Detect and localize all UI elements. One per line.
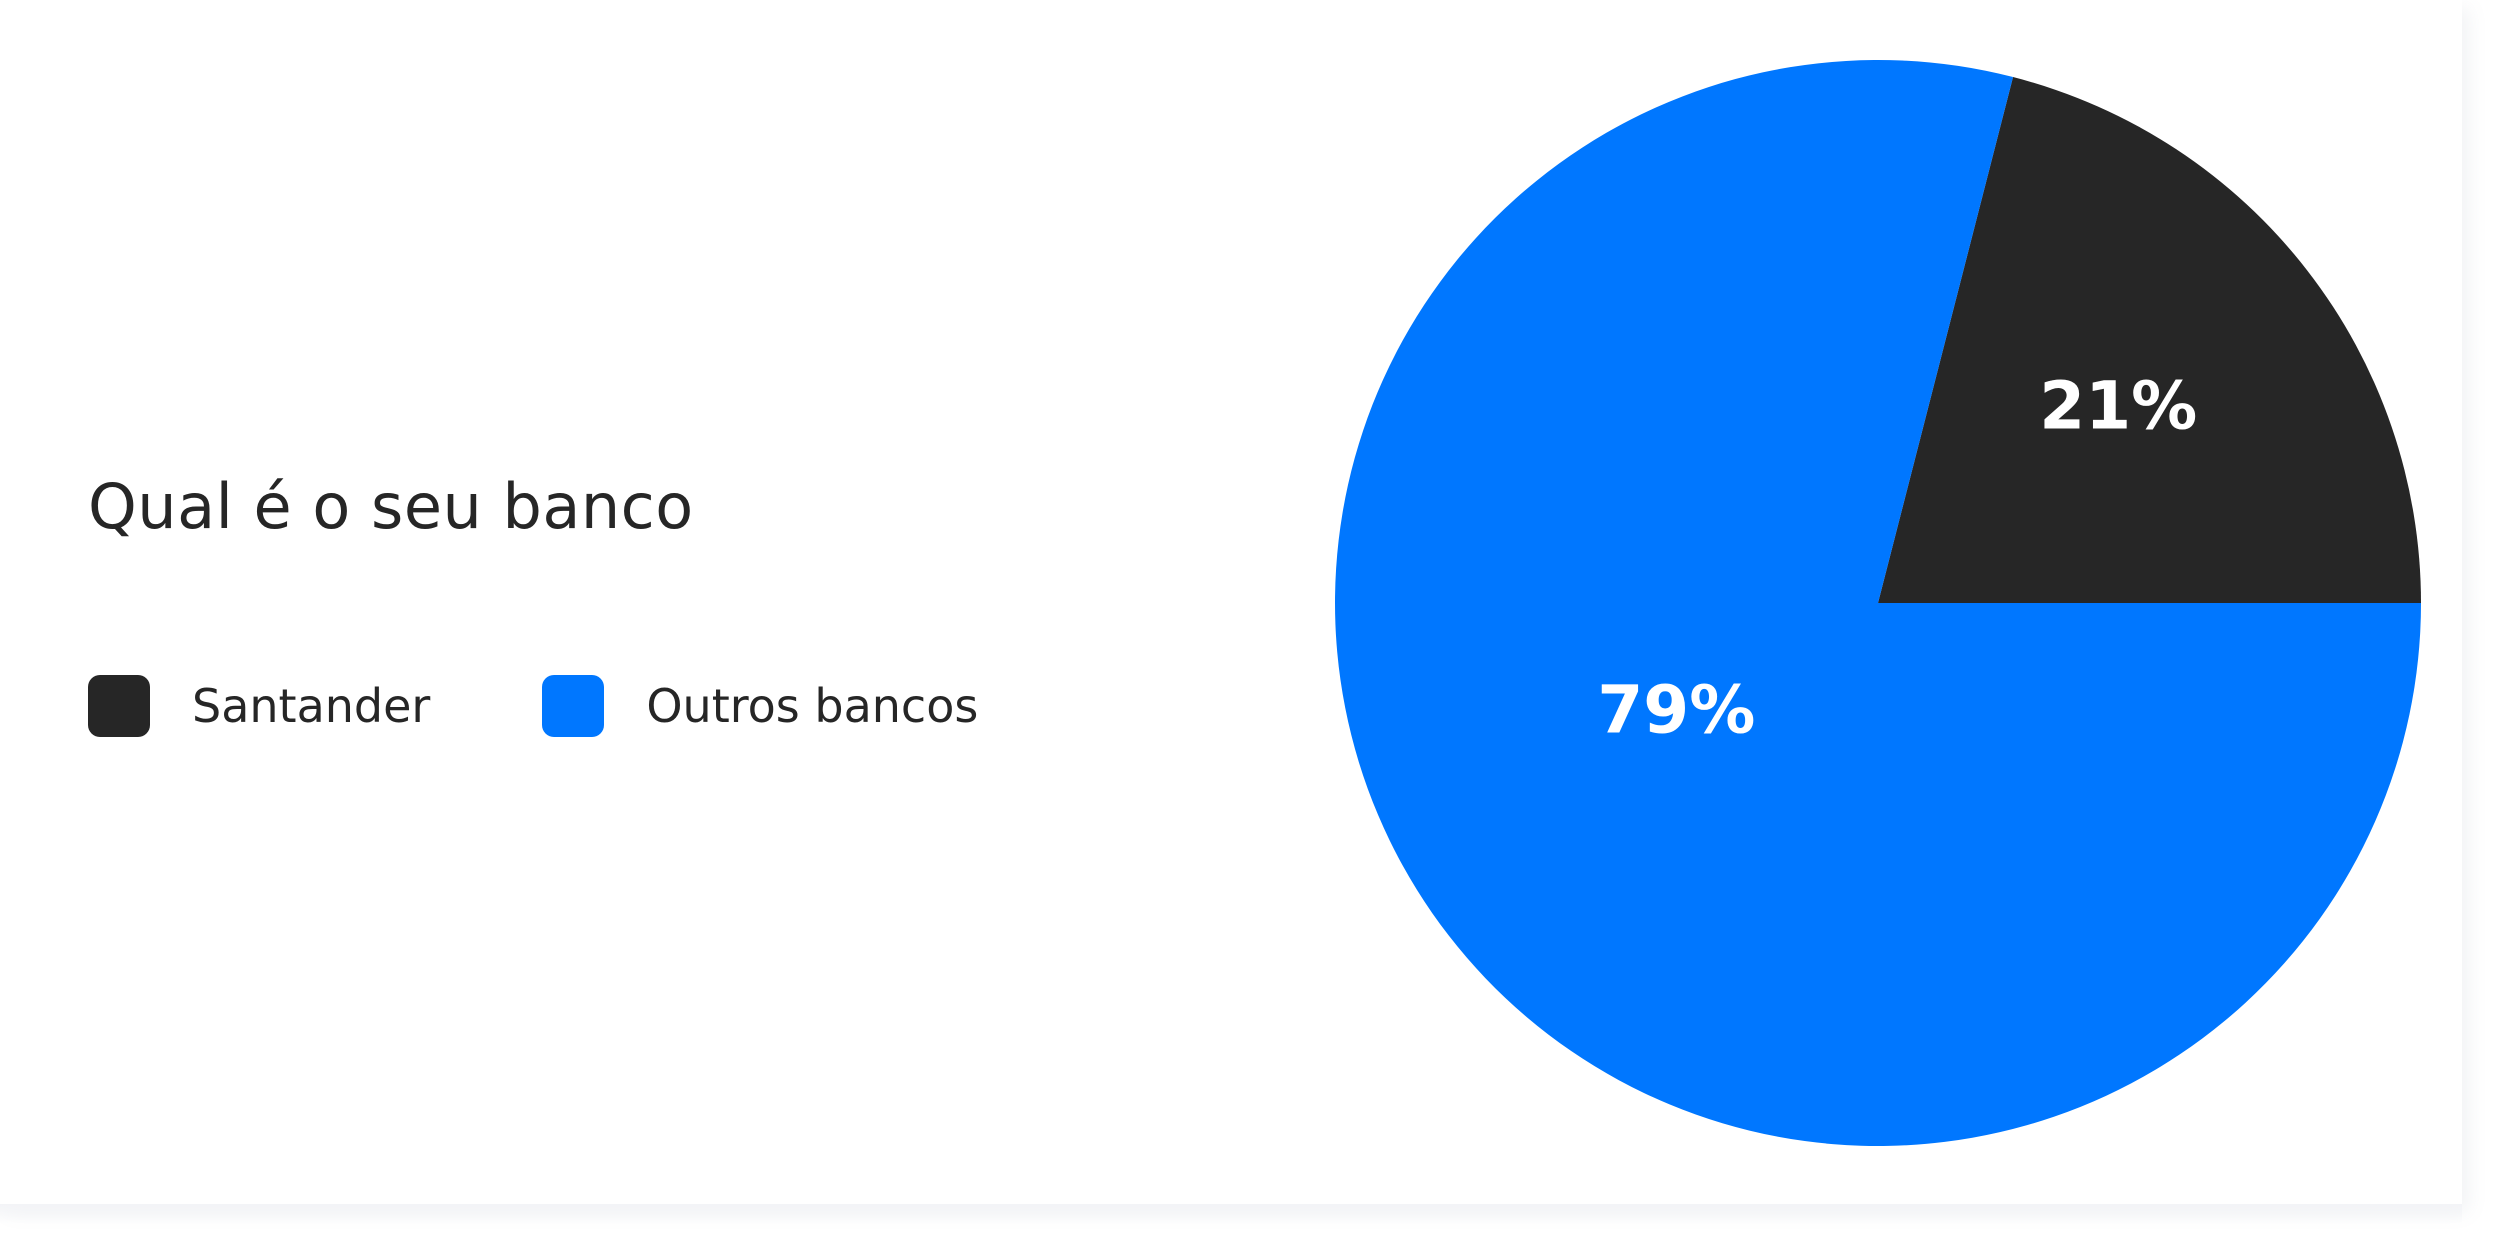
pie-slice-santander — [1878, 77, 2421, 604]
chart-title: Qual é o seu banco — [88, 470, 694, 543]
legend: Santander Outros bancos — [88, 675, 1090, 737]
pie-label-outros-bancos: 79% — [1597, 671, 1755, 748]
legend-label-santander: Santander — [192, 679, 431, 733]
legend-item-outros-bancos: Outros bancos — [542, 675, 978, 737]
pie-label-santander: 21% — [2039, 368, 2197, 445]
card-shadow — [0, 1204, 2462, 1224]
legend-swatch-outros-bancos — [542, 675, 605, 737]
legend-swatch-santander — [88, 675, 150, 737]
legend-item-santander: Santander — [88, 675, 430, 737]
legend-label-outros-bancos: Outros bancos — [646, 679, 979, 733]
pie-slice-outros-bancos — [1334, 60, 2421, 1147]
